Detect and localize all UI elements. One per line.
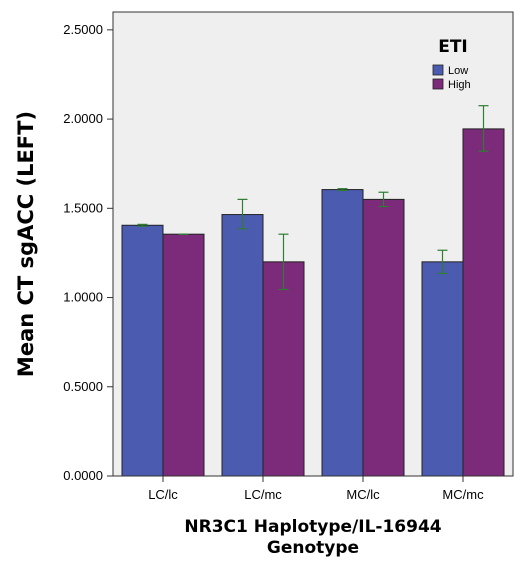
- y-tick-label: 2.5000: [63, 22, 103, 37]
- y-tick-label: 0.5000: [63, 379, 103, 394]
- x-tick-label: MC/lc: [346, 487, 380, 502]
- bar-low-2: [321, 189, 364, 477]
- bar-high-3: [462, 128, 505, 477]
- x-tick-label: LC/lc: [148, 487, 178, 502]
- x-axis-title-line-1: NR3C1 Haplotype/IL-16944: [184, 517, 441, 537]
- bar-high-2: [362, 198, 405, 477]
- error-bars: [137, 105, 489, 291]
- bars: [121, 128, 505, 477]
- legend-label-high: High: [448, 79, 471, 91]
- bar-high-1: [262, 261, 305, 477]
- plot-frame: [112, 11, 514, 477]
- y-tick-label: 2.0000: [63, 111, 103, 126]
- x-tick-label: LC/mc: [244, 487, 282, 502]
- x-axis: LC/lc LC/mc MC/lc MC/mc: [148, 476, 484, 502]
- x-axis-title-line-2: Genotype: [267, 538, 359, 558]
- x-tick-label: MC/mc: [442, 487, 484, 502]
- legend: ETI Low High: [432, 37, 471, 91]
- legend-label-low: Low: [448, 65, 468, 77]
- y-tick-label: 1.0000: [63, 290, 103, 305]
- bar-high-0: [162, 233, 205, 477]
- legend-title: ETI: [438, 37, 468, 57]
- y-axis: 0.0000 0.5000 1.0000 1.5000 2.0000 2.5000: [63, 22, 113, 483]
- y-axis-title: Mean CT sgACC (LEFT): [14, 111, 38, 377]
- y-tick-label: 1.5000: [63, 200, 103, 215]
- bar-low-0: [121, 224, 164, 477]
- bar-low-1: [221, 214, 264, 477]
- bar-low-3: [421, 261, 464, 477]
- y-tick-label: 0.0000: [63, 468, 103, 483]
- legend-swatch-high: [432, 78, 444, 90]
- legend-swatch-low: [432, 64, 444, 76]
